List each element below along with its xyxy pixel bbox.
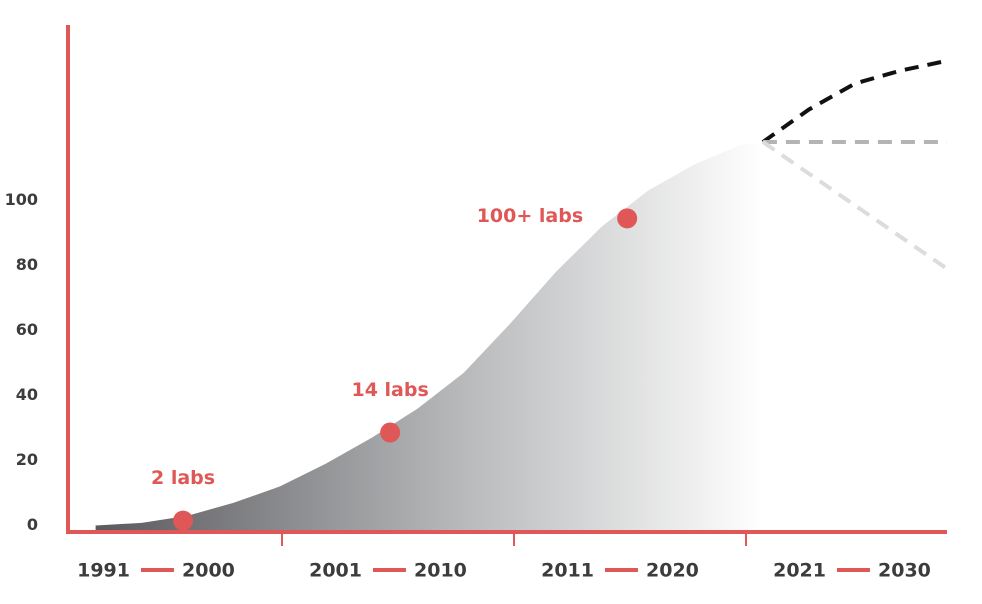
y-tick-label: 80 — [16, 255, 38, 274]
data-point — [380, 422, 401, 443]
area — [95, 142, 763, 532]
forecast-line — [761, 58, 948, 144]
point-label: 100+ labs — [477, 205, 583, 227]
y-tick-label: 100 — [5, 190, 38, 209]
y-tick-label: 20 — [16, 450, 38, 469]
period-start: 1991 — [77, 560, 130, 582]
period-end: 2000 — [182, 560, 235, 582]
period-start: 2011 — [541, 560, 594, 582]
period-start: 2021 — [773, 560, 826, 582]
point-label: 14 labs — [351, 379, 428, 401]
period-end: 2030 — [878, 560, 931, 582]
forecast-line — [761, 140, 949, 271]
data-point — [617, 208, 638, 229]
period-end: 2020 — [646, 560, 699, 582]
y-tick-label: 0 — [27, 515, 38, 534]
point-label: 2 labs — [151, 467, 215, 489]
period-start: 2001 — [309, 560, 362, 582]
y-tick-label: 40 — [16, 385, 38, 404]
data-point — [173, 510, 194, 531]
y-tick-label: 60 — [16, 320, 38, 339]
period-end: 2010 — [414, 560, 467, 582]
